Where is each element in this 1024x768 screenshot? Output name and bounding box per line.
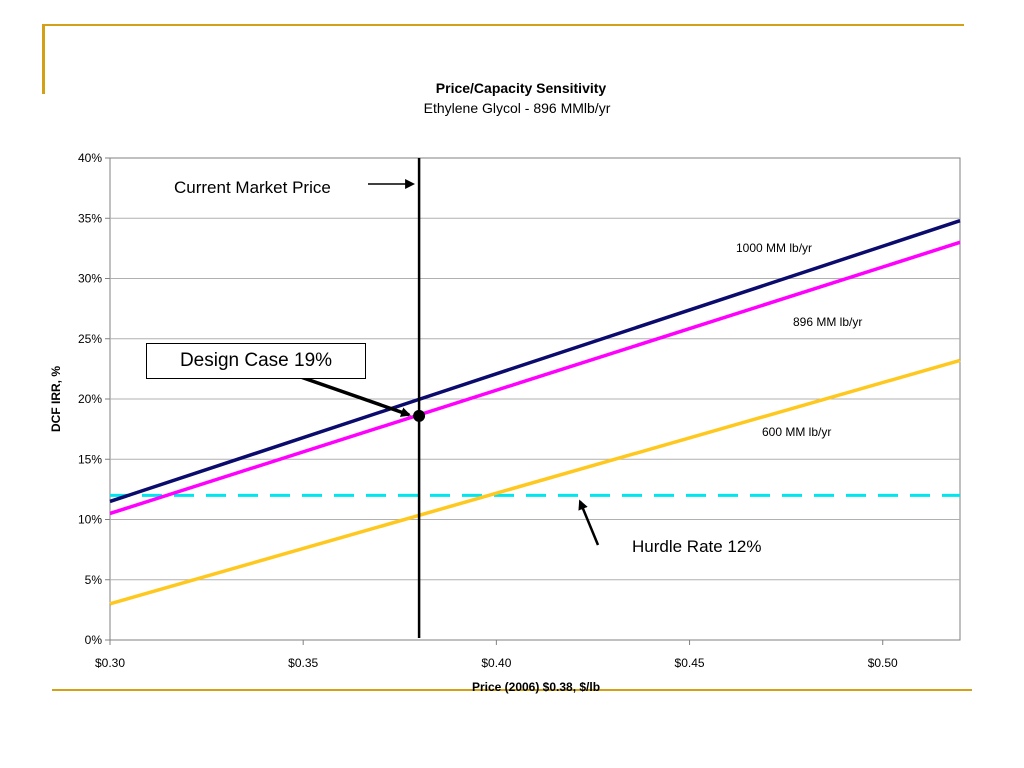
y-tick-label: 35% <box>78 211 102 225</box>
overlays <box>294 158 600 638</box>
design-case-callout: Design Case 19% <box>146 343 366 379</box>
hurdle-rate-label: Hurdle Rate 12% <box>632 537 762 556</box>
x-tick-label: $0.35 <box>288 656 318 670</box>
x-axis: $0.30 $0.35 $0.40 $0.45 $0.50 <box>95 640 898 670</box>
y-tick-label: 0% <box>85 633 103 647</box>
series-label-1000: 1000 MM lb/yr <box>736 241 813 255</box>
top-left-vertical-rule <box>42 26 45 94</box>
chart-title: Price/Capacity Sensitivity <box>436 80 607 96</box>
x-tick-label: $0.45 <box>675 656 705 670</box>
chart-subtitle: Ethylene Glycol - 896 MMlb/yr <box>424 100 611 116</box>
y-tick-label: 15% <box>78 452 102 466</box>
x-axis-label: Price (2006) $0.38, $/lb <box>472 680 600 694</box>
design-case-point <box>413 409 426 422</box>
y-tick-label: 25% <box>78 332 102 346</box>
y-tick-label: 5% <box>85 573 103 587</box>
x-tick-label: $0.50 <box>868 656 898 670</box>
series-line-896 <box>109 240 961 516</box>
y-tick-label: 20% <box>78 392 102 406</box>
series-label-896: 896 MM lb/yr <box>793 315 863 329</box>
y-tick-label: 30% <box>78 272 102 286</box>
y-tick-label: 40% <box>78 151 102 165</box>
x-tick-label: $0.30 <box>95 656 125 670</box>
y-axis-label: DCF IRR, % <box>49 366 63 432</box>
x-tick-label: $0.40 <box>481 656 511 670</box>
y-axis: 0% 5% 10% 15% 20% 25% 30% 35% 40% <box>78 151 110 647</box>
series-label-600: 600 MM lb/yr <box>762 425 832 439</box>
current-market-price-label: Current Market Price <box>174 178 331 197</box>
design-case-arrow <box>294 373 411 417</box>
y-tick-label: 10% <box>78 513 102 527</box>
top-horizontal-rule <box>42 24 964 26</box>
hurdle-rate-arrow <box>578 499 600 546</box>
series-line-600 <box>109 358 961 606</box>
gridlines <box>110 217 960 581</box>
bottom-horizontal-rule <box>52 689 972 691</box>
series-line-1000 <box>109 218 961 504</box>
series-lines <box>109 218 961 606</box>
